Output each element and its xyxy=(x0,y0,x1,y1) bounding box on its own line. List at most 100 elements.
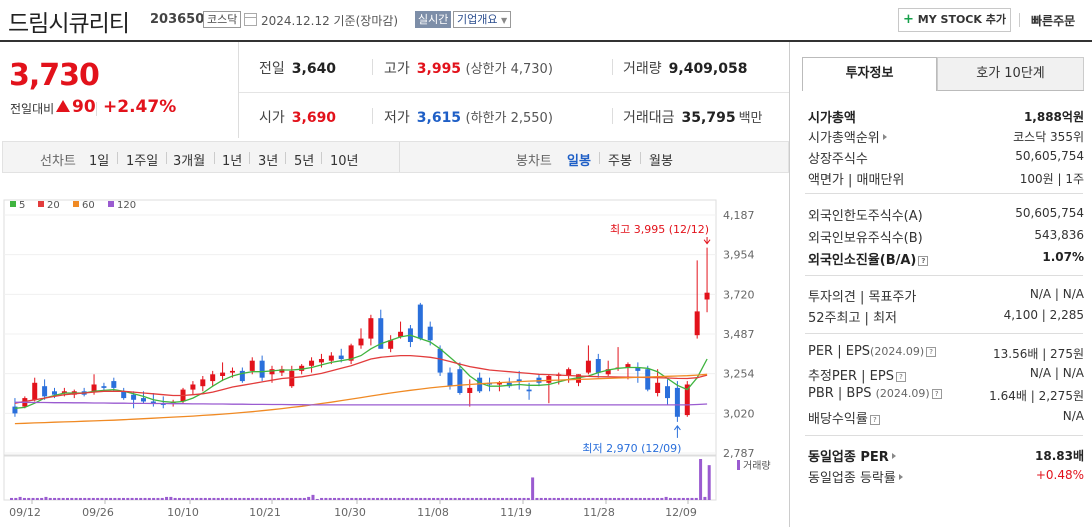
volume-bar xyxy=(320,497,324,500)
candle-body xyxy=(457,369,463,393)
volume-bar xyxy=(302,497,306,500)
candle-body xyxy=(378,318,384,349)
candlestick-chart[interactable]: 5 20 60 120 4,187 3,954 3,720 3,487 3,254 3,020 2,… xyxy=(0,175,789,527)
volume-bar xyxy=(401,497,405,500)
volume-bar xyxy=(595,497,599,500)
candle-body xyxy=(467,387,473,393)
candle-body xyxy=(229,370,235,373)
sector-per-label[interactable]: 동일업종 PER xyxy=(808,446,896,465)
candle-body xyxy=(140,398,146,402)
volume-bar xyxy=(152,497,156,500)
candle-body xyxy=(299,365,305,371)
help-icon[interactable]: ? xyxy=(895,372,906,382)
volume-bar xyxy=(277,497,281,500)
sector-change-label[interactable]: 동일업종 등락률 xyxy=(808,467,903,486)
quote-grid: 전일 3,640 고가 3,995 (상한가 4,730) 거래량 9,409,058… xyxy=(238,42,789,138)
volume-bar xyxy=(14,497,18,500)
quick-order-button[interactable]: 빠른주문 xyxy=(1031,14,1076,28)
open-value: 3,690 xyxy=(291,110,337,126)
period-divider xyxy=(321,152,322,164)
company-info-dropdown[interactable]: 기업개요 ▼ xyxy=(453,11,512,28)
candle-body xyxy=(338,355,344,359)
candle-body xyxy=(210,374,216,382)
candle-body xyxy=(477,377,483,392)
high-value: 3,995 xyxy=(416,61,462,77)
candle-daily[interactable]: 일봉 xyxy=(567,154,591,169)
period-1d[interactable]: 1일 xyxy=(89,154,110,169)
period-5y[interactable]: 5년 xyxy=(294,154,315,169)
market-cap-rank-label[interactable]: 시가총액순위 xyxy=(808,127,887,146)
tab-underline xyxy=(938,90,1084,91)
dividend-row: 배당수익률? N/A xyxy=(808,408,1084,427)
shares-label: 상장주식수 xyxy=(808,152,868,167)
period-1w[interactable]: 1주일 xyxy=(126,154,159,169)
candle-weekly[interactable]: 주봉 xyxy=(608,154,632,169)
est-per-value: N/A | N/A xyxy=(1029,366,1084,380)
volume-bar xyxy=(18,496,22,500)
max-arrow-head xyxy=(703,239,711,245)
volume-bar xyxy=(190,497,194,500)
volume-bar xyxy=(238,497,242,500)
volume-bar xyxy=(246,497,250,500)
volume-bar xyxy=(195,497,199,500)
foreign-hold-value: 543,836 xyxy=(1034,228,1084,242)
candle-body xyxy=(101,386,107,388)
volume-bar xyxy=(505,497,509,500)
x-tick-label: 12/09 xyxy=(665,506,697,519)
volume-bar xyxy=(208,497,212,500)
volume-bar xyxy=(423,497,427,500)
sector-change-row[interactable]: 동일업종 등락률 +0.48% xyxy=(808,467,1084,486)
volume-bar xyxy=(221,497,225,500)
tab-order-book[interactable]: 호가 10단계 xyxy=(937,57,1084,91)
volume-bar xyxy=(134,497,138,500)
opinion-value: N/A | N/A xyxy=(1029,287,1084,301)
market-cap-row: 시가총액 1,888억원 xyxy=(808,107,1084,126)
volume-bar xyxy=(109,497,113,500)
help-icon[interactable]: ? xyxy=(931,389,942,399)
market-cap-rank-row[interactable]: 시가총액순위 코스닥 355위 xyxy=(808,127,1084,146)
volume-bar xyxy=(160,497,164,500)
period-1y[interactable]: 1년 xyxy=(222,154,243,169)
est-per-text: 추정PER | EPS xyxy=(808,369,894,384)
help-icon[interactable]: ? xyxy=(869,415,880,425)
my-stock-add-button[interactable]: + MY STOCK 추가 xyxy=(898,8,1011,32)
period-3y[interactable]: 3년 xyxy=(258,154,279,169)
candle-monthly[interactable]: 월봉 xyxy=(649,154,673,169)
volume-bar xyxy=(500,497,504,500)
volume-bar xyxy=(556,497,560,500)
period-10y[interactable]: 10년 xyxy=(330,154,359,169)
x-tick-label: 11/19 xyxy=(500,506,532,519)
candle-body xyxy=(12,406,18,414)
per-period: (2024.09) xyxy=(870,345,925,358)
volume-bar xyxy=(87,497,91,500)
plus-icon: + xyxy=(903,12,914,27)
candle-body xyxy=(526,389,532,392)
help-icon[interactable]: ? xyxy=(918,256,929,266)
volume-bar xyxy=(285,497,289,500)
volume-bar xyxy=(143,497,147,500)
sector-per-row[interactable]: 동일업종 PER 18.83배 xyxy=(808,446,1084,465)
volume-bar xyxy=(397,497,401,500)
price-chart[interactable]: 5 20 60 120 4,187 3,954 3,720 3,487 3,254 3,020 2,… xyxy=(0,175,789,527)
volume-bar xyxy=(165,496,169,500)
help-icon[interactable]: ? xyxy=(926,347,937,357)
volume-bar xyxy=(561,497,565,500)
realtime-badge[interactable]: 실시간 xyxy=(415,11,452,28)
volume-bar xyxy=(341,497,345,500)
tab-investment-info[interactable]: 투자정보 xyxy=(802,57,937,91)
week52-row: 52주최고 | 최저 4,100 | 2,285 xyxy=(808,307,1084,326)
foreign-limit-value: 50,605,754 xyxy=(1015,206,1084,220)
volume-bar xyxy=(354,497,358,500)
volume-bar xyxy=(229,497,233,500)
volume-bar xyxy=(345,497,349,500)
volume-bar xyxy=(677,497,681,500)
candle-body xyxy=(32,382,38,400)
candle-body xyxy=(111,381,117,388)
volume-bar xyxy=(440,497,444,500)
x-tick-label: 09/12 xyxy=(9,506,41,519)
candle-body xyxy=(61,391,67,393)
period-3m[interactable]: 3개월 xyxy=(173,154,206,169)
period-divider xyxy=(599,152,600,164)
candle-body xyxy=(645,369,651,390)
volume-bar xyxy=(531,477,535,500)
